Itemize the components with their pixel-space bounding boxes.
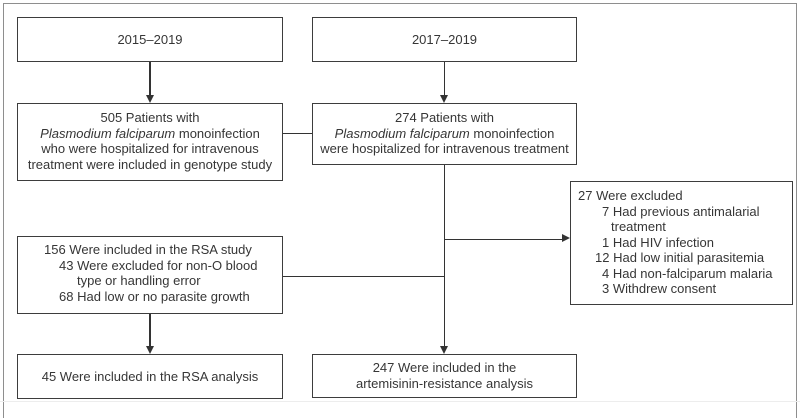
arrow-2017-to-hospitalized bbox=[443, 62, 446, 95]
text-line: 7 Had previous antimalarial bbox=[602, 203, 760, 219]
arrow-2015-to-genotype bbox=[149, 62, 151, 95]
text-line: 247 Were included in the bbox=[372, 360, 517, 375]
period-label: 2017–2019 bbox=[411, 31, 478, 47]
box-period-2017-2019: 2017–2019 bbox=[312, 17, 577, 62]
box-genotype-study: 505 Patients with Plasmodium falciparum … bbox=[17, 103, 283, 181]
text-line: 45 Were included in the RSA analysis bbox=[41, 368, 259, 384]
text-line: 3 Withdrew consent bbox=[602, 281, 717, 296]
arrow-to-excluded bbox=[444, 238, 562, 240]
period-label: 2015–2019 bbox=[117, 31, 183, 47]
arrowhead-down-icon bbox=[145, 94, 154, 103]
text-segment: monoinfection bbox=[175, 125, 260, 141]
figure-frame bbox=[3, 3, 797, 418]
text-line: 1 Had HIV infection bbox=[602, 234, 715, 250]
connector-genotype-hospitalized bbox=[283, 132, 312, 134]
text-line: who were hospitalized for intravenous bbox=[41, 141, 259, 156]
box-period-2015-2019: 2015–2019 bbox=[17, 17, 283, 62]
text-line: 156 Were included in the RSA study bbox=[44, 242, 252, 257]
text-line: 43 Were excluded for non-O blood bbox=[59, 257, 258, 273]
connector-main-to-rsa-study bbox=[283, 275, 445, 277]
text-line: Plasmodium falciparum monoinfection bbox=[18, 126, 282, 142]
arrow-rsa-study-to-rsa-analysis bbox=[149, 314, 151, 346]
arrowhead-down-icon bbox=[145, 345, 154, 354]
box-rsa-analysis: 45 Were included in the RSA analysis bbox=[17, 354, 283, 399]
arrowhead-down-icon bbox=[440, 94, 448, 103]
text-line: were hospitalized for intravenous treatm… bbox=[320, 141, 569, 156]
arrowhead-right-icon bbox=[561, 234, 570, 243]
text-line: treatment bbox=[611, 219, 666, 234]
text-line: 27 Were excluded bbox=[578, 188, 683, 203]
text-line: artemisinin-resistance analysis bbox=[355, 375, 533, 391]
text-line: 505 Patients with bbox=[100, 110, 200, 125]
text-line: 4 Had non-falciparum malaria bbox=[602, 265, 773, 281]
arrowhead-down-icon bbox=[440, 345, 448, 354]
species-name: Plasmodium falciparum bbox=[334, 125, 470, 141]
text-line: 12 Had low initial parasitemia bbox=[595, 250, 765, 265]
box-hospitalized-cohort: 274 Patients with Plasmodium falciparum … bbox=[312, 103, 577, 165]
species-name: Plasmodium falciparum bbox=[40, 125, 176, 141]
text-line: 274 Patients with bbox=[394, 110, 494, 125]
figure-bottom-rule bbox=[0, 401, 800, 402]
text-line: Plasmodium falciparum monoinfection bbox=[313, 126, 576, 142]
text-line: type or handling error bbox=[77, 273, 201, 288]
box-rsa-study: 156 Were included in the RSA study 43 We… bbox=[17, 236, 283, 314]
box-excluded: 27 Were excluded 7 Had previous antimala… bbox=[570, 181, 793, 305]
arrow-hospitalized-to-artemisinin bbox=[443, 165, 446, 346]
box-artemisinin-analysis: 247 Were included in the artemisinin-res… bbox=[312, 354, 577, 398]
text-line: treatment were included in genotype stud… bbox=[27, 156, 273, 172]
text-segment: monoinfection bbox=[469, 125, 555, 141]
text-line: 68 Had low or no parasite growth bbox=[59, 288, 250, 304]
